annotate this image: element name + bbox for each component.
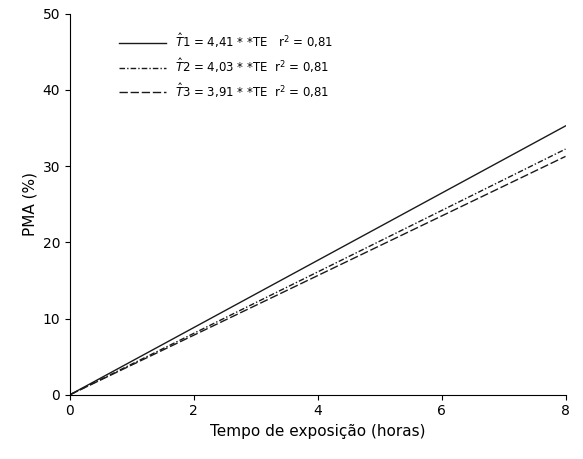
Legend: $\hat{T}$1 = 4,41 * *TE   r$^2$ = 0,81, $\hat{T}$2 = 4,03 * *TE  r$^2$ = 0,81, $: $\hat{T}$1 = 4,41 * *TE r$^2$ = 0,81, $\… [115, 27, 336, 103]
Y-axis label: PMA (%): PMA (%) [22, 172, 37, 236]
X-axis label: Tempo de exposição (horas): Tempo de exposição (horas) [210, 424, 426, 439]
